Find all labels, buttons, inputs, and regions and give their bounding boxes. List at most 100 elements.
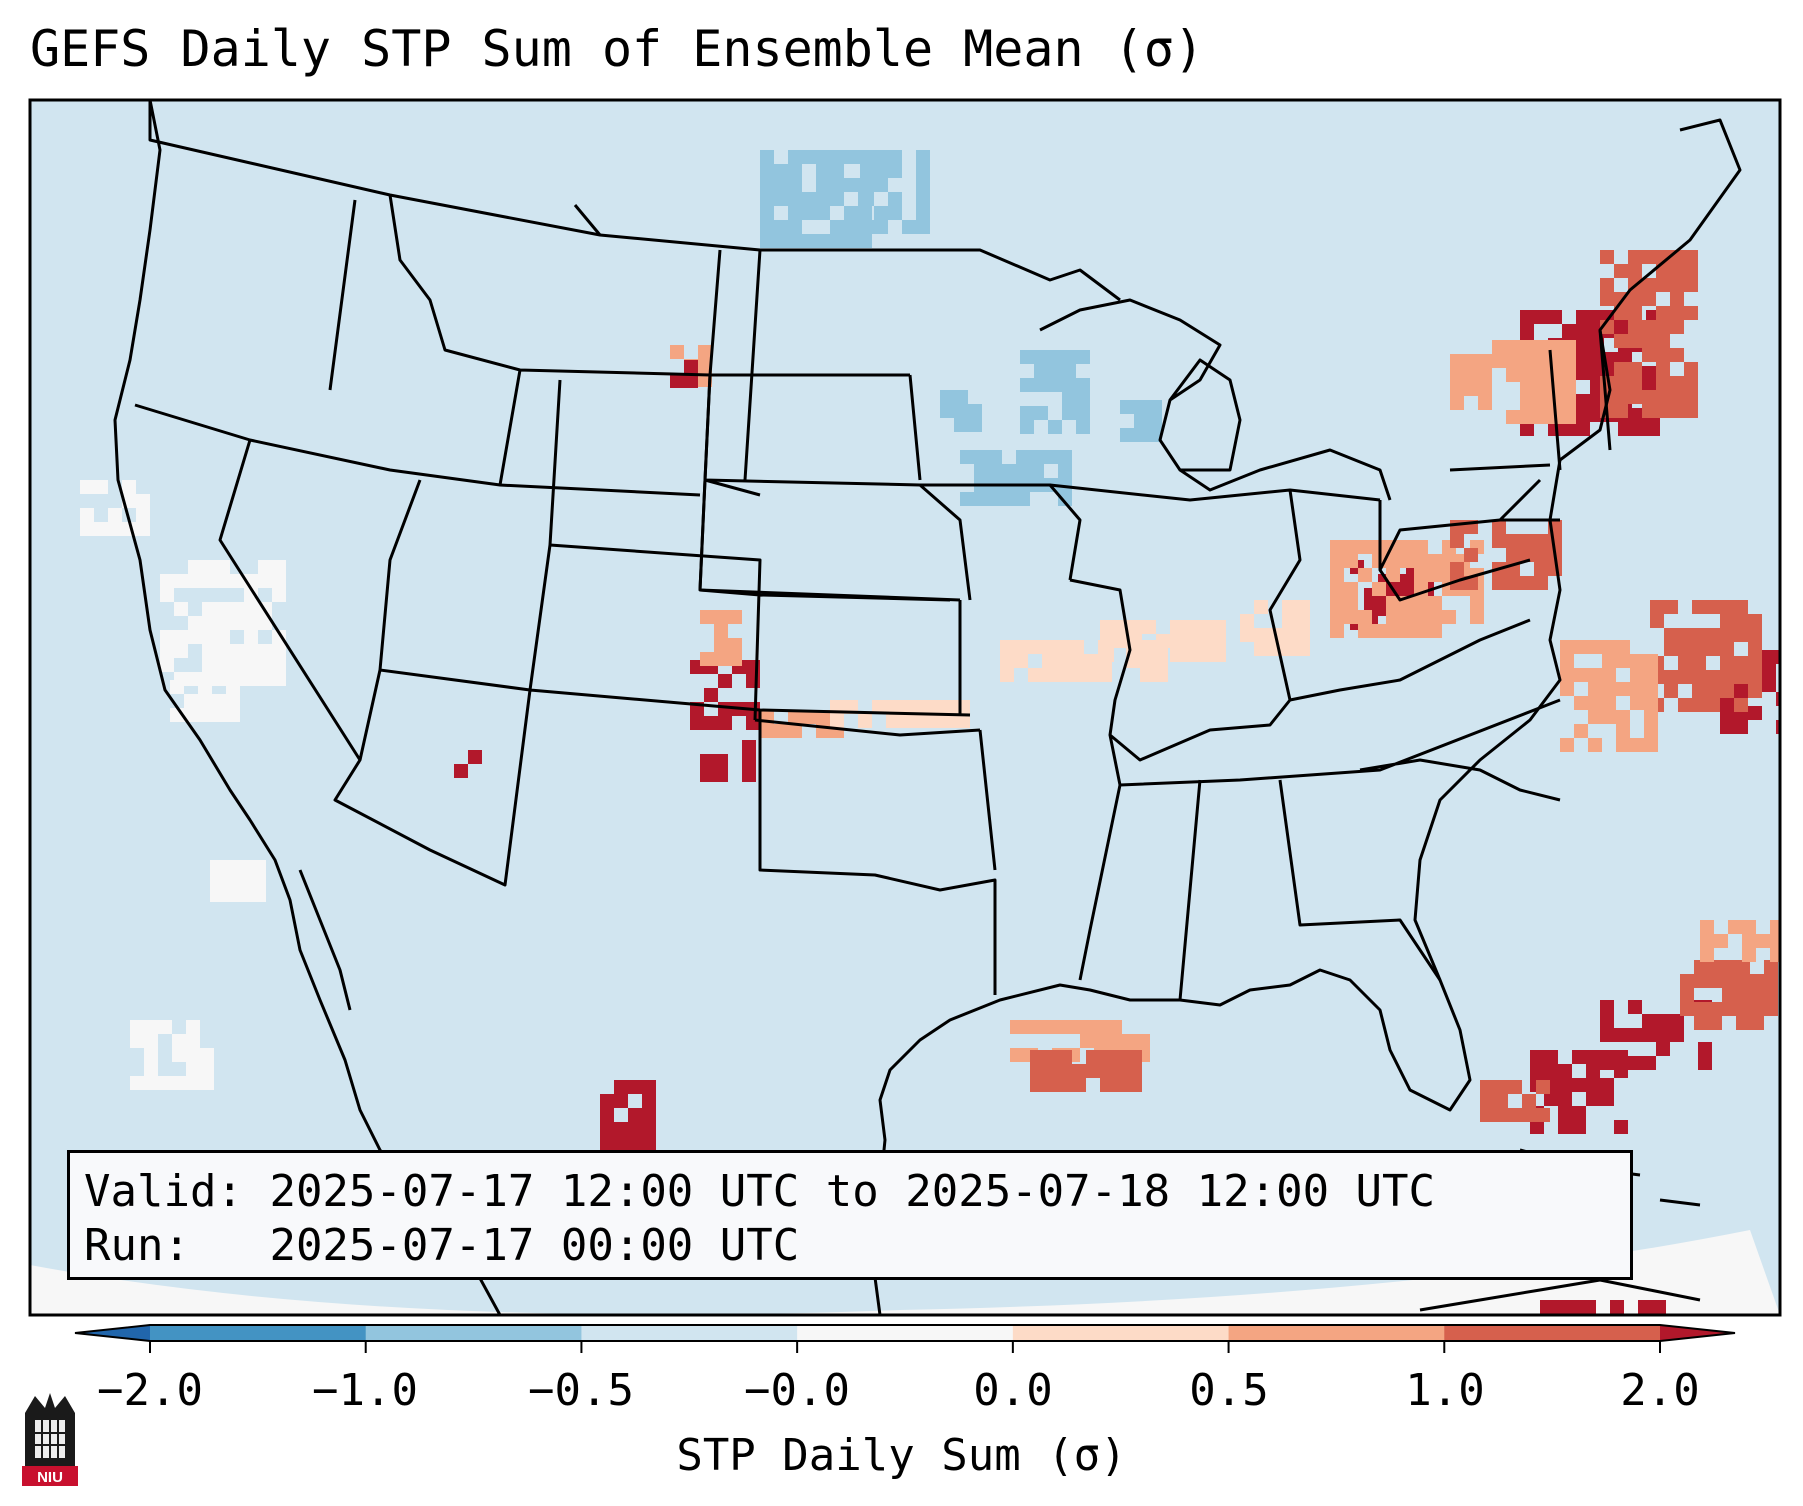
stp-cell (684, 374, 698, 388)
stp-cell (1114, 1050, 1128, 1064)
stp-cell (1576, 310, 1590, 324)
stp-cell (1586, 1092, 1600, 1106)
stp-cell (158, 1020, 172, 1034)
stp-cell (1642, 292, 1656, 306)
stp-cell (1628, 334, 1642, 348)
stp-cell (1670, 376, 1684, 390)
stp-cell (1574, 724, 1588, 738)
stp-cell (1748, 614, 1762, 628)
stp-cell (1650, 600, 1664, 614)
stp-cell (1734, 628, 1748, 642)
colorbar-tick-label: −0.5 (528, 1365, 634, 1416)
stp-cell (1562, 324, 1576, 338)
stp-cell (80, 508, 94, 522)
stp-cell (1198, 620, 1212, 634)
stp-cell (830, 714, 844, 728)
stp-cell (1282, 614, 1296, 628)
stp-cell (108, 508, 122, 522)
stp-cell (272, 560, 286, 574)
stp-cell (670, 345, 684, 359)
stp-cell (830, 220, 844, 234)
stp-cell (1386, 624, 1400, 638)
stp-cell (956, 700, 970, 714)
stp-cell (1534, 410, 1548, 424)
stp-cell (1764, 974, 1778, 988)
stp-cell (202, 616, 216, 630)
stp-cell (844, 150, 858, 164)
stp-cell (1506, 354, 1520, 368)
stp-cell (690, 716, 704, 730)
stp-cell (272, 588, 286, 602)
stp-cell (1586, 1050, 1600, 1064)
stp-cell (272, 574, 286, 588)
stp-cell (1134, 400, 1148, 414)
stp-cell (642, 1136, 656, 1150)
stp-cell (1770, 934, 1780, 948)
stp-cell (760, 178, 774, 192)
stp-cell (1764, 988, 1778, 1002)
stp-cell (954, 418, 968, 432)
stp-cell (1156, 634, 1170, 648)
stp-cell (802, 206, 816, 220)
stp-cell (1728, 920, 1742, 934)
stp-cell (760, 234, 774, 248)
stp-cell (1470, 610, 1484, 624)
stp-cell (600, 1136, 614, 1150)
stp-cell (160, 588, 174, 602)
stp-cell (224, 860, 238, 874)
stp-cell (230, 574, 244, 588)
stp-cell (1562, 354, 1576, 368)
stp-cell (916, 220, 930, 234)
stp-cell (1044, 1078, 1058, 1092)
stp-cell (1602, 640, 1616, 654)
stp-cell (1770, 948, 1780, 962)
stp-cell (198, 694, 212, 708)
stp-cell (728, 638, 742, 652)
stp-cell (1642, 250, 1656, 264)
stp-cell (1628, 250, 1642, 264)
stp-cell (1062, 364, 1076, 378)
stp-cell (1628, 1028, 1642, 1042)
stp-cell (1548, 422, 1562, 436)
stp-cell (916, 150, 930, 164)
stp-cell (774, 220, 788, 234)
stp-cell (1692, 656, 1706, 670)
state-lines-central (698, 249, 1082, 995)
stp-cell (1534, 396, 1548, 410)
stp-cell (1684, 250, 1698, 264)
stp-cell (788, 234, 802, 248)
stp-cell (216, 602, 230, 616)
stp-cell (1644, 724, 1658, 738)
stp-cell (1576, 394, 1590, 408)
stp-cell (1212, 634, 1226, 648)
stp-cell (80, 480, 94, 494)
stp-cell (160, 574, 174, 588)
stp-cell (454, 764, 468, 778)
stp-cell (244, 658, 258, 672)
stp-cell (1678, 628, 1692, 642)
stp-cell (774, 234, 788, 248)
stp-cell (1600, 1050, 1614, 1064)
stp-cell (714, 754, 728, 768)
stp-cell (1450, 354, 1464, 368)
stp-cell (1628, 264, 1642, 278)
stp-cell (718, 702, 732, 716)
stp-cell (916, 164, 930, 178)
stp-cell (830, 192, 844, 206)
stp-cell (816, 150, 830, 164)
stp-cell (1692, 698, 1706, 712)
stp-cell (1062, 378, 1076, 392)
stp-cell (1646, 422, 1660, 436)
stp-cell (1678, 642, 1692, 656)
stp-cell (1734, 720, 1748, 734)
stp-cell (968, 404, 982, 418)
stp-cell (1506, 576, 1520, 590)
stp-cell (1330, 554, 1344, 568)
stp-cell (860, 164, 874, 178)
stp-cell (928, 700, 942, 714)
stp-cell (202, 630, 216, 644)
stp-cell (1042, 640, 1056, 654)
stp-cell (914, 714, 928, 728)
stp-cell (1520, 534, 1534, 548)
stp-cell (216, 616, 230, 630)
